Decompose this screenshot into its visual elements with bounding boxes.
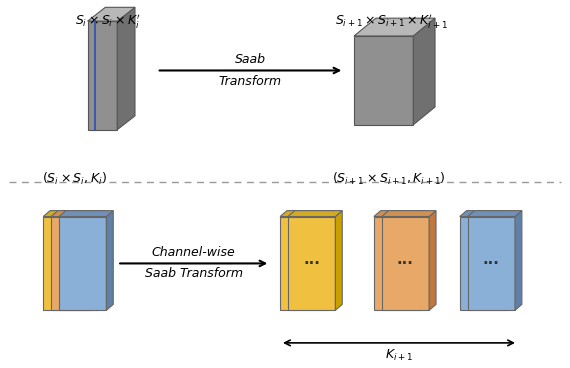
Polygon shape — [413, 18, 435, 125]
Polygon shape — [459, 216, 507, 310]
Polygon shape — [467, 216, 515, 310]
Polygon shape — [59, 210, 113, 216]
Polygon shape — [51, 210, 105, 216]
Text: ···: ··· — [303, 256, 320, 271]
Polygon shape — [382, 210, 436, 216]
Polygon shape — [327, 210, 335, 310]
Text: $K_{i+1}$: $K_{i+1}$ — [385, 348, 413, 363]
Polygon shape — [288, 216, 335, 310]
Text: $(S_{i+1} \times S_{i+1}, K_{i+1})$: $(S_{i+1} \times S_{i+1}, K_{i+1})$ — [332, 171, 446, 187]
Text: $(S_i \times S_i, K_i)$: $(S_i \times S_i, K_i)$ — [42, 171, 107, 187]
Text: Channel-wise: Channel-wise — [152, 247, 235, 259]
Polygon shape — [354, 36, 413, 125]
Polygon shape — [374, 216, 421, 310]
Polygon shape — [88, 21, 117, 130]
Text: Saab: Saab — [235, 53, 266, 66]
Text: Saab Transform: Saab Transform — [145, 268, 243, 280]
Polygon shape — [280, 216, 327, 310]
Text: $S_i \times S_i \times K_i^{\prime}$: $S_i \times S_i \times K_i^{\prime}$ — [75, 13, 140, 31]
Polygon shape — [91, 210, 97, 310]
Text: ···: ··· — [397, 256, 414, 271]
Polygon shape — [459, 210, 514, 216]
Polygon shape — [288, 210, 342, 216]
Polygon shape — [467, 210, 522, 216]
Polygon shape — [382, 216, 429, 310]
Polygon shape — [107, 210, 113, 310]
Polygon shape — [335, 210, 342, 310]
Polygon shape — [374, 210, 428, 216]
Polygon shape — [43, 216, 91, 310]
Polygon shape — [51, 216, 99, 310]
Polygon shape — [429, 210, 436, 310]
Polygon shape — [280, 210, 335, 216]
Polygon shape — [117, 7, 135, 130]
Polygon shape — [88, 7, 135, 21]
Polygon shape — [515, 210, 522, 310]
Polygon shape — [59, 216, 107, 310]
Polygon shape — [99, 210, 105, 310]
Polygon shape — [354, 18, 435, 36]
Polygon shape — [43, 210, 97, 216]
Text: $S_{i+1} \times S_{i+1} \times K_{i+1}^{\prime}$: $S_{i+1} \times S_{i+1} \times K_{i+1}^{… — [335, 13, 448, 31]
Text: Transform: Transform — [219, 75, 282, 88]
Text: ···: ··· — [483, 256, 500, 271]
Polygon shape — [507, 210, 514, 310]
Polygon shape — [421, 210, 428, 310]
